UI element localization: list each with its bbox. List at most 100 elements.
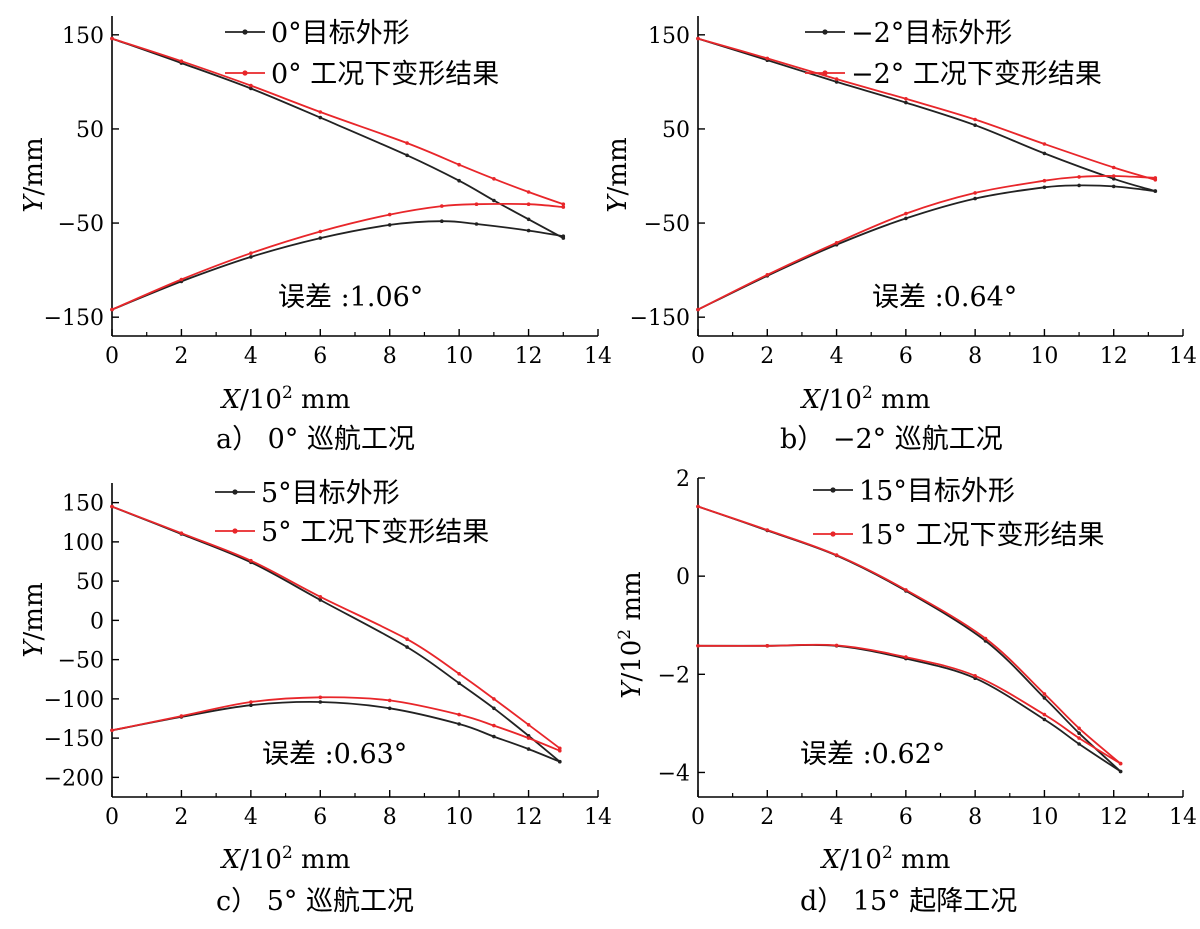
legend-label-1: 15°目标外形 bbox=[859, 476, 1015, 507]
y-tick-label: −100 bbox=[44, 688, 104, 713]
data-point bbox=[1112, 166, 1116, 170]
data-point bbox=[319, 700, 323, 704]
data-point bbox=[457, 672, 461, 676]
x-tick-label: 0 bbox=[691, 344, 705, 369]
x-tick-label: 2 bbox=[174, 344, 188, 369]
error-annotation: 误差 :0.64° bbox=[872, 282, 1017, 313]
data-point bbox=[457, 722, 461, 726]
y-tick-label: 100 bbox=[62, 531, 104, 556]
data-point bbox=[388, 213, 392, 217]
data-point bbox=[1043, 186, 1047, 190]
y-tick-label: 150 bbox=[62, 492, 104, 517]
data-point bbox=[1154, 189, 1158, 193]
data-point bbox=[973, 118, 977, 122]
data-point bbox=[904, 212, 908, 216]
data-point bbox=[110, 37, 114, 41]
data-point bbox=[835, 77, 839, 81]
data-point bbox=[1077, 184, 1081, 188]
x-tick-label: 10 bbox=[1030, 344, 1058, 369]
data-point bbox=[1077, 742, 1081, 746]
x-axis-label-exp: 2 bbox=[282, 843, 293, 863]
data-point bbox=[492, 177, 496, 181]
data-point bbox=[766, 273, 770, 277]
legend-marker-2 bbox=[822, 70, 827, 75]
x-tick-label: 2 bbox=[760, 805, 774, 830]
x-axis-label-rest: /10 bbox=[240, 385, 282, 415]
panel-caption: c） 5° 巡航工况 bbox=[216, 886, 414, 917]
legend-label-2: 5° 工况下变形结果 bbox=[261, 517, 489, 548]
data-point bbox=[527, 747, 531, 751]
x-tick-label: 12 bbox=[1100, 344, 1128, 369]
data-point bbox=[319, 230, 323, 234]
data-point bbox=[1043, 142, 1047, 146]
x-tick-label: 6 bbox=[899, 805, 913, 830]
data-point bbox=[973, 123, 977, 127]
y-tick-label: 150 bbox=[62, 24, 104, 49]
data-point bbox=[766, 644, 770, 648]
data-point bbox=[766, 528, 770, 532]
y-axis-label: Y/mm bbox=[19, 137, 49, 212]
error-annotation: 误差 :0.62° bbox=[800, 739, 945, 770]
x-tick-label: 6 bbox=[313, 805, 327, 830]
data-point bbox=[180, 714, 184, 718]
data-point bbox=[319, 696, 323, 700]
x-axis-label: X/102 mm bbox=[220, 843, 351, 875]
y-axis-label-rest: /mm bbox=[19, 137, 49, 195]
x-tick-label: 8 bbox=[383, 805, 397, 830]
x-axis-label-unit: mm bbox=[293, 385, 351, 415]
data-point bbox=[835, 241, 839, 245]
y-tick-label: 50 bbox=[76, 570, 104, 595]
data-point bbox=[492, 199, 496, 203]
x-tick-label: 12 bbox=[515, 805, 543, 830]
x-tick-label: 0 bbox=[105, 805, 119, 830]
legend-marker-1 bbox=[822, 29, 827, 34]
x-tick-label: 0 bbox=[691, 805, 705, 830]
x-axis-label-var: X bbox=[800, 385, 822, 415]
y-axis-label: Y/mm bbox=[19, 582, 49, 657]
x-axis-label: X/102 mm bbox=[800, 383, 931, 415]
x-tick-label: 12 bbox=[515, 344, 543, 369]
data-point bbox=[1043, 152, 1047, 156]
data-point bbox=[457, 179, 461, 183]
data-point bbox=[904, 655, 908, 659]
legend-marker-2 bbox=[232, 528, 237, 533]
data-point bbox=[492, 724, 496, 728]
x-tick-label: 10 bbox=[445, 344, 473, 369]
y-tick-label: −150 bbox=[44, 306, 104, 331]
x-axis-label-unit: mm bbox=[893, 845, 951, 875]
data-point bbox=[558, 749, 562, 753]
chart-panel-3: 0 2 4 6 8 10 12 14150100500−50−100−150−200X/102… bbox=[19, 478, 612, 917]
data-point bbox=[249, 255, 253, 259]
legend-label-2: −2° 工况下变形结果 bbox=[851, 59, 1102, 90]
x-axis-label-exp: 2 bbox=[282, 383, 293, 403]
data-point bbox=[319, 110, 323, 114]
x-tick-label: 12 bbox=[1100, 805, 1128, 830]
data-point bbox=[388, 699, 392, 703]
data-point bbox=[388, 223, 392, 227]
data-point bbox=[1112, 185, 1116, 189]
data-point bbox=[696, 308, 700, 312]
x-tick-label: 10 bbox=[1030, 805, 1058, 830]
data-point bbox=[457, 681, 461, 685]
data-point bbox=[405, 154, 409, 158]
x-tick-label: 0 bbox=[105, 344, 119, 369]
data-point bbox=[475, 202, 479, 206]
data-point bbox=[440, 204, 444, 208]
data-point bbox=[835, 553, 839, 557]
data-point bbox=[562, 234, 566, 238]
y-tick-label: −50 bbox=[58, 649, 104, 674]
data-point bbox=[492, 735, 496, 739]
legend-marker-1 bbox=[232, 489, 237, 494]
y-tick-label: −2 bbox=[658, 663, 690, 688]
x-tick-label: 2 bbox=[760, 344, 774, 369]
y-axis-label-rest: /mm bbox=[19, 582, 49, 640]
data-point bbox=[904, 97, 908, 101]
data-point bbox=[180, 531, 184, 535]
panel-caption: d） 15° 起降工况 bbox=[800, 886, 1017, 917]
legend-label-1: 5°目标外形 bbox=[261, 478, 400, 509]
x-tick-label: 14 bbox=[584, 805, 612, 830]
data-point bbox=[1119, 762, 1123, 766]
x-tick-label: 8 bbox=[383, 344, 397, 369]
